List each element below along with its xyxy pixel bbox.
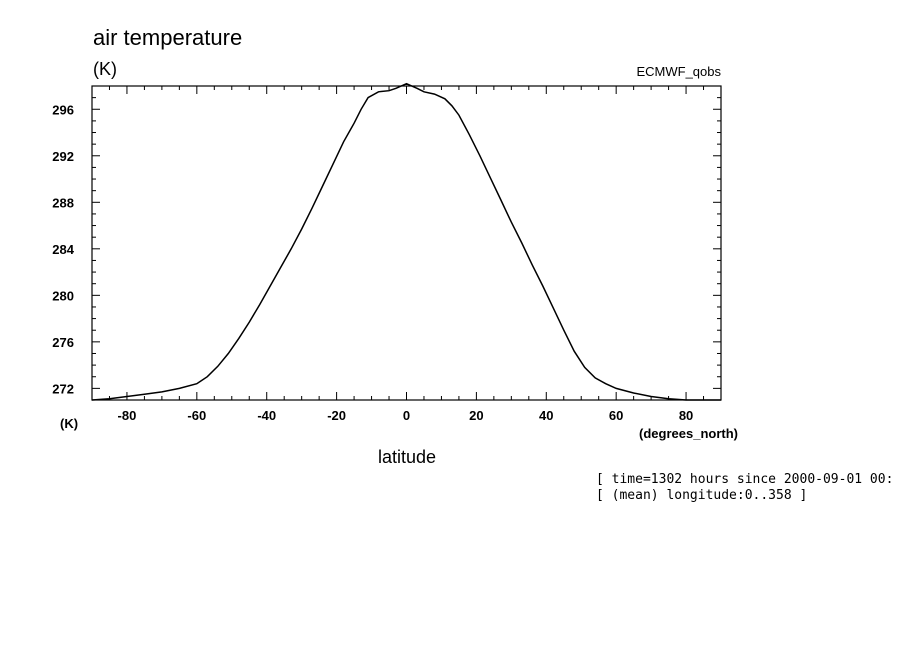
x-tick-label: -40: [257, 408, 276, 423]
units-label: (K): [93, 59, 117, 79]
dataset-label: ECMWF_qobs: [636, 64, 721, 79]
y-tick-label: 284: [52, 242, 74, 257]
y-tick-label: 280: [52, 288, 74, 303]
longitude-note: [ (mean) longitude:0..358 ]: [596, 488, 807, 503]
x-axis-units-label: (degrees_north): [639, 426, 738, 441]
y-tick-label: 272: [52, 381, 74, 396]
y-tick-label: 292: [52, 149, 74, 164]
ticks: [91, 85, 722, 401]
x-tick-label: 60: [609, 408, 623, 423]
time-note: [ time=1302 hours since 2000-09-01 00:: [596, 472, 893, 487]
x-tick-label: 80: [679, 408, 693, 423]
x-tick-label: -80: [118, 408, 137, 423]
y-tick-label: 276: [52, 335, 74, 350]
x-tick-label: -60: [187, 408, 206, 423]
y-tick-label: 296: [52, 102, 74, 117]
plot-frame: [91, 85, 722, 401]
series-line: [91, 82, 721, 401]
chart-title: air temperature: [93, 25, 242, 50]
axes: [91, 85, 722, 401]
x-axis-label: latitude: [378, 447, 436, 467]
x-tick-label: 20: [469, 408, 483, 423]
tick-labels: -80 -60 -40 -20 0 20 40 60 80 272 276 280 284 288 292 2…: [52, 102, 693, 423]
x-tick-label: -20: [327, 408, 346, 423]
x-tick-label: 40: [539, 408, 553, 423]
y-axis-units-label: (K): [60, 416, 78, 431]
x-tick-label: 0: [403, 408, 410, 423]
y-tick-label: 288: [52, 195, 74, 210]
